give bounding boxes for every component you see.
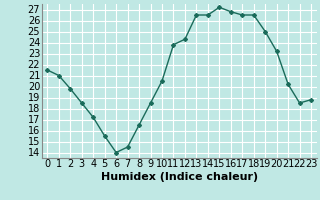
X-axis label: Humidex (Indice chaleur): Humidex (Indice chaleur) <box>100 172 258 182</box>
